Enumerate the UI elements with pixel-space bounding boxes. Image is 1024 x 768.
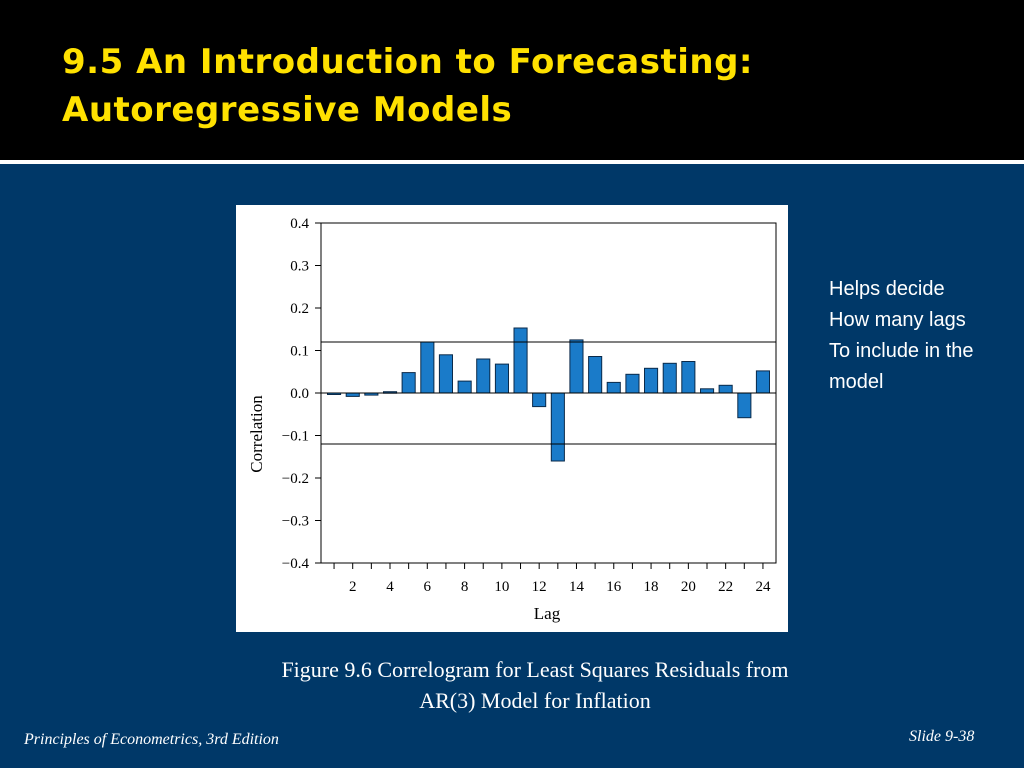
y-axis-label: Correlation — [247, 395, 266, 473]
y-ticks-group: 0.4 0.3 0.2 0.1 0.0 −0.1 −0.2 −0.3 −0.4 — [282, 216, 321, 572]
correlogram-svg: 0.40.30.20.10.0−0.1−0.2−0.3−0.4 2 4 6 8 10 12… — [247, 216, 777, 623]
side-note: Helps decide How many lags To include in… — [829, 274, 974, 398]
bar — [457, 380, 472, 394]
bar — [345, 392, 360, 397]
y-tick-label: 0.4 — [290, 216, 309, 232]
y-tick-label: 0.0 — [290, 386, 309, 402]
side-note-line: model — [829, 371, 884, 393]
y-tick-label: −0.4 — [282, 556, 310, 572]
x-tick-label: 20 — [681, 579, 696, 595]
x-tick-label: 16 — [606, 579, 622, 595]
bar — [550, 392, 565, 462]
y-tick-label: 0.1 — [290, 344, 309, 360]
bar — [700, 388, 715, 394]
side-note-line: Helps decide — [829, 278, 945, 300]
y-tick-label: −0.3 — [282, 514, 309, 530]
bar — [420, 341, 435, 394]
x-tick-label: 6 — [424, 579, 432, 595]
correlogram-chart: 0.4 0.3 0.2 0.1 0.0 −0.1 −0.2 −0.3 −0.4 2 4 6 8 10 12… — [236, 205, 788, 632]
bar — [681, 361, 696, 394]
side-note-line: How many lags — [829, 309, 966, 331]
bars-group — [327, 327, 771, 462]
bar — [438, 354, 453, 394]
bar — [625, 373, 640, 394]
figure-caption: Figure 9.6 Correlogram for Least Squares… — [150, 654, 920, 716]
y-tick-label: 0.2 — [290, 301, 309, 317]
title-band: 9.5 An Introduction to Forecasting: Auto… — [0, 0, 1024, 160]
bar — [588, 356, 603, 394]
x-tick-label: 4 — [386, 579, 394, 595]
slide-title: 9.5 An Introduction to Forecasting: Auto… — [62, 42, 754, 130]
x-tick-label: 22 — [718, 579, 733, 595]
side-note-line: To include in the — [829, 340, 974, 362]
caption-line-1: Figure 9.6 Correlogram for Least Squares… — [281, 657, 789, 682]
x-tick-label: 2 — [349, 579, 357, 595]
bar — [737, 392, 752, 419]
y-tick-label: −0.2 — [282, 471, 309, 487]
x-tick-label: 24 — [755, 579, 771, 595]
bar — [662, 362, 677, 394]
bar — [532, 392, 547, 408]
title-divider — [0, 160, 1024, 164]
x-tick-label: 10 — [494, 579, 509, 595]
bar — [513, 327, 528, 394]
footer-book-title: Principles of Econometrics, 3rd Edition — [24, 731, 279, 748]
bar — [718, 384, 733, 394]
bar — [644, 367, 659, 394]
x-ticks-group: 2 4 6 8 10 12 14 16 18 20 22 24 — [333, 563, 771, 595]
x-tick-label: 12 — [532, 579, 547, 595]
significance-bounds-group — [321, 341, 776, 445]
x-tick-label: 18 — [644, 579, 659, 595]
bar — [476, 358, 491, 394]
y-tick-label: 0.3 — [290, 259, 309, 275]
bar — [569, 339, 584, 394]
y-tick-label: −0.1 — [282, 429, 309, 445]
footer-slide-number: Slide 9-38 — [909, 728, 975, 745]
caption-line-2: AR(3) Model for Inflation — [419, 688, 651, 713]
bar — [494, 363, 509, 394]
bar — [401, 372, 416, 394]
bar — [606, 381, 621, 394]
x-tick-label: 14 — [569, 579, 585, 595]
x-axis-label: Lag — [534, 604, 561, 623]
bar — [755, 370, 771, 394]
x-tick-label: 8 — [461, 579, 469, 595]
